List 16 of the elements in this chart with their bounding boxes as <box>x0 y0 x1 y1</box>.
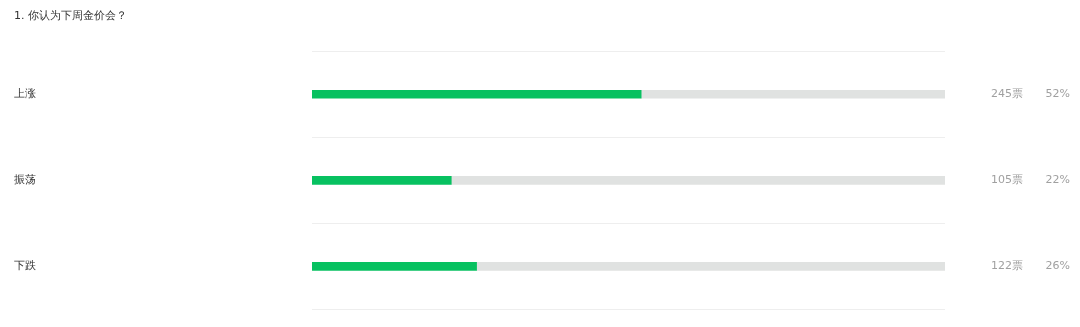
data-label: 52% <box>1045 87 1070 101</box>
text: 105票 <box>991 173 1023 187</box>
y-tick-label: 下跌 <box>14 259 36 273</box>
text: 245票 <box>991 87 1023 101</box>
y-tick-label: 振荡 <box>14 173 36 187</box>
data-label: 22% <box>1045 173 1070 187</box>
bar <box>640 89 945 99</box>
bar <box>312 89 642 99</box>
text: 122票 <box>991 259 1023 273</box>
bar <box>450 175 945 185</box>
bar <box>312 175 452 185</box>
text: 1. 你认为下周金价会？ <box>14 9 127 23</box>
bar <box>476 262 945 271</box>
bar <box>312 262 477 271</box>
data-label: 26% <box>1045 259 1070 273</box>
y-tick-label: 上涨 <box>14 87 36 101</box>
